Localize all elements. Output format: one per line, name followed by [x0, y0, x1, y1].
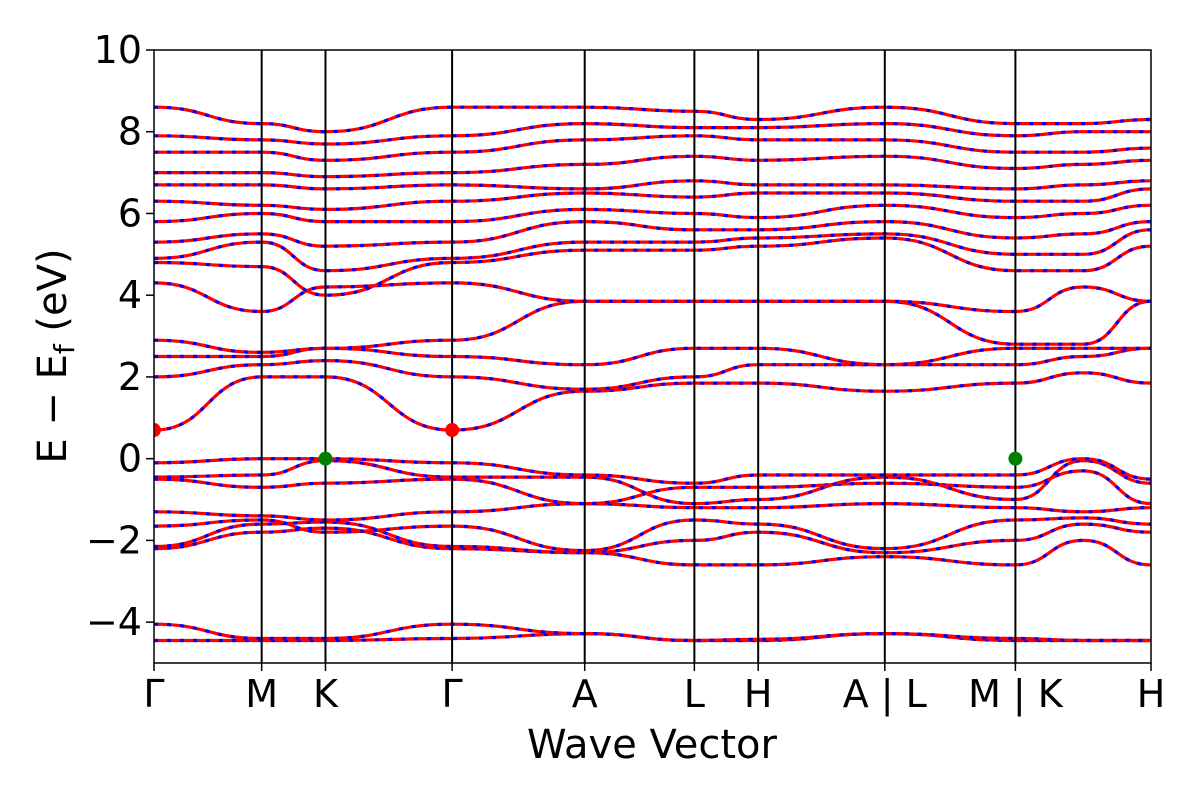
cbm-marker-0 — [154, 423, 161, 438]
band-line-dashed-21 — [154, 134, 1151, 162]
band-line-dashed-10 — [154, 346, 1151, 391]
x-tick-label-2: K — [313, 672, 339, 716]
y-tick-label-2: 0 — [118, 437, 142, 481]
x-tick-label-6: H — [744, 672, 773, 716]
extrema-markers — [154, 423, 1023, 466]
high-symmetry-lines — [260, 50, 1017, 663]
x-tick-label-4: A — [572, 672, 598, 716]
band-line-dashed-0 — [154, 631, 1151, 643]
x-tick-label-9: H — [1137, 672, 1166, 716]
band-line-dashed-14 — [154, 236, 1151, 297]
y-axis-label-subscript: f — [48, 343, 81, 354]
band-line-dashed-6 — [154, 469, 1151, 506]
y-tick-label-0: −4 — [86, 600, 142, 644]
x-tick-label-0: Γ — [143, 672, 164, 716]
y-tick-label-1: −2 — [86, 518, 142, 562]
x-tick-label-1: M — [245, 672, 278, 716]
band-line-dashed-17 — [154, 203, 1151, 224]
plot-frame — [153, 49, 1152, 664]
band-line-dashed-15 — [154, 228, 1151, 273]
band-line-dashed-3 — [154, 520, 1151, 555]
y-tick-label-4: 4 — [118, 273, 142, 317]
y-tick-label-5: 6 — [118, 191, 142, 235]
y-axis-label: E − Ef (eV) — [30, 248, 81, 463]
y-tick-label-7: 10 — [94, 28, 142, 72]
x-axis-label: Wave Vector — [527, 722, 778, 768]
vbm-marker-1 — [1008, 451, 1023, 466]
band-line-dashed-16 — [154, 219, 1151, 248]
x-tick-label-3: Γ — [442, 672, 463, 716]
band-line-dashed-5 — [154, 501, 1151, 522]
y-tick-label-3: 2 — [118, 355, 142, 399]
x-tick-label-8: M | K — [968, 672, 1064, 717]
band-line-dashed-2 — [154, 526, 1151, 567]
x-tick-label-7: A | L — [843, 672, 927, 717]
x-tick-label-5: L — [684, 672, 705, 716]
y-axis-label-main: E − E — [30, 354, 76, 464]
y-axis-label-unit: (eV) — [30, 248, 76, 344]
cbm-marker-1 — [445, 423, 460, 438]
vbm-marker-0 — [318, 451, 333, 466]
band-line-dashed-13 — [154, 281, 1151, 314]
y-axis-ticks: −4 −2 0 2 4 6 8 10 — [86, 28, 154, 644]
y-tick-label-6: 8 — [118, 110, 142, 154]
